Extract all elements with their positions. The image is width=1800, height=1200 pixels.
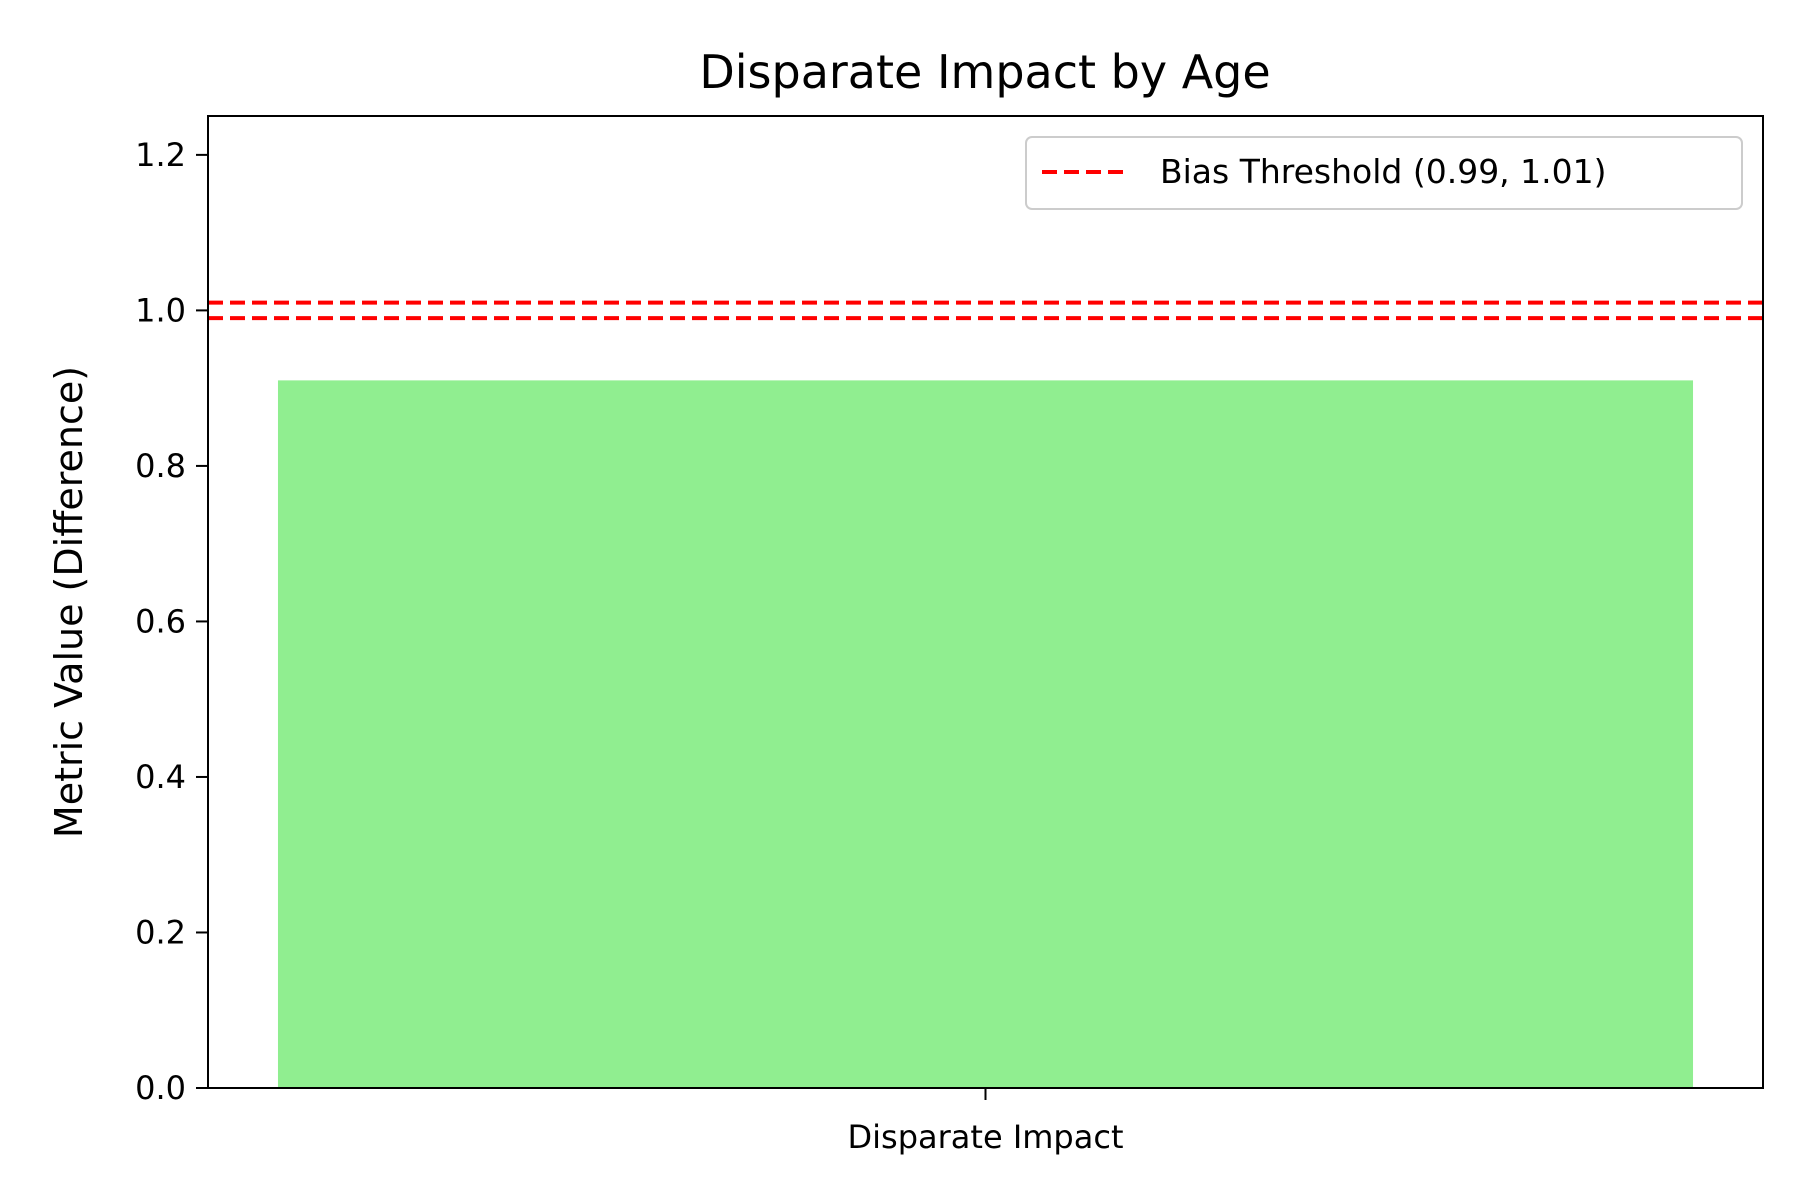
y-tick-label: 1.2: [135, 136, 186, 174]
legend-box: [1025, 136, 1743, 210]
y-tick-label: 1.0: [135, 291, 186, 329]
y-tick-label: 0.4: [135, 758, 186, 796]
y-tick-label: 0.0: [135, 1069, 186, 1107]
legend: Bias Threshold (0.99, 1.01): [1025, 136, 1743, 210]
plot-area: [208, 300, 1763, 1088]
bar: [277, 380, 1694, 1088]
axis-ticks: Disparate Impact 0.0 0.2 0.4 0.6 0.8 1.0 1.2: [135, 136, 1123, 1156]
chart-title: Disparate Impact by Age: [699, 45, 1270, 99]
y-axis-label: Metric Value (Difference): [47, 366, 91, 838]
y-tick-label: 0.6: [135, 602, 186, 640]
y-tick-label: 0.8: [135, 447, 186, 485]
y-tick-label: 0.2: [135, 913, 186, 951]
x-tick-label: Disparate Impact: [848, 1118, 1124, 1156]
legend-entry-label: Bias Threshold (0.99, 1.01): [1160, 152, 1607, 191]
